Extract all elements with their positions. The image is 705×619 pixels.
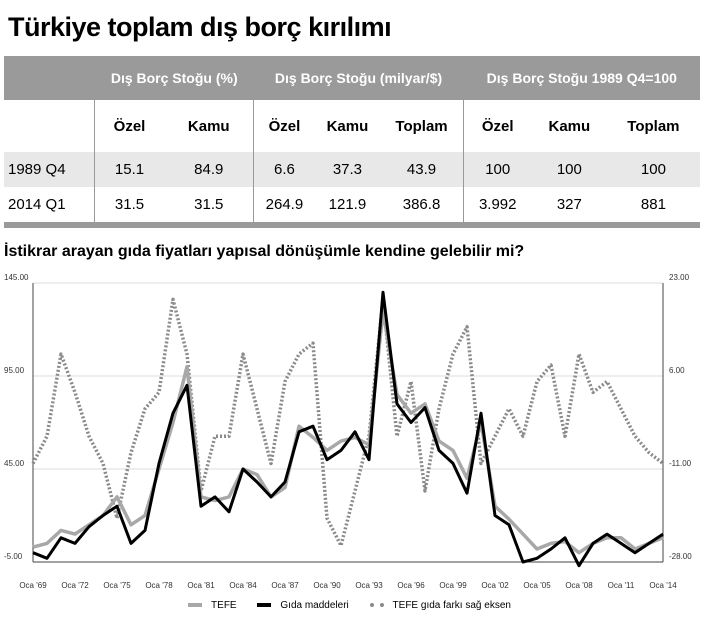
- cell: 15.1: [94, 152, 165, 187]
- x-tick-label: Oca '99: [439, 581, 467, 590]
- x-tick-label: Oca '72: [61, 581, 89, 590]
- cell: 100: [462, 152, 532, 187]
- cell: 3.992: [462, 187, 532, 222]
- cell: 6.6: [253, 152, 315, 187]
- cell: 100: [606, 152, 700, 187]
- table-row: 1989 Q4 15.1 84.9 6.6 37.3 43.9 100 100 …: [4, 152, 700, 187]
- x-tick-label: Oca '05: [523, 581, 551, 590]
- legend-item: TEFE: [188, 600, 243, 611]
- group-header: Dış Borç Stoğu 1989 Q4=100: [462, 56, 700, 100]
- row-label: 1989 Q4: [4, 152, 95, 187]
- cell: 100: [531, 152, 607, 187]
- subheader: Özel: [94, 100, 165, 152]
- subheader: Toplam: [627, 117, 680, 135]
- table-row: 2014 Q1 31.5 31.5 264.9 121.9 386.8 3.99…: [4, 187, 700, 222]
- group-header: Dış Borç Stoğu (%): [93, 56, 254, 100]
- legend-item: Gıda maddeleri: [257, 600, 354, 611]
- y-tick-label-left: 45.00: [4, 459, 25, 468]
- cell: 31.5: [194, 196, 224, 213]
- x-tick-label: Oca '90: [313, 581, 341, 590]
- x-tick-label: Oca '84: [229, 581, 257, 590]
- subheader: Kamu: [187, 117, 230, 135]
- x-tick-label: Oca '11: [608, 581, 635, 590]
- subheader: Özel: [462, 100, 532, 152]
- x-tick-label: Oca '02: [481, 581, 509, 590]
- subheader: Kamu: [548, 117, 591, 135]
- group-header: Dış Borç Stoğu (milyar/$): [253, 56, 464, 100]
- y-tick-label-left: -5.00: [4, 552, 23, 561]
- y-tick-label-right: 6.00: [669, 366, 685, 375]
- cell: 31.5: [94, 187, 165, 222]
- x-tick-label: Oca '75: [103, 581, 131, 590]
- debt-table: Dış Borç Stoğu (%) Dış Borç Stoğu (milya…: [4, 56, 700, 228]
- y-tick-label-right: 23.00: [669, 273, 690, 282]
- x-tick-label: Oca '93: [355, 581, 383, 590]
- x-tick-label: Oca '69: [19, 581, 47, 590]
- cell: 881: [640, 196, 666, 213]
- subheader: Özel: [253, 100, 315, 152]
- x-tick-label: Oca '81: [187, 581, 215, 590]
- subheader: Kamu: [326, 117, 369, 135]
- line-chart: 145.00 23.00 95.00 6.00 45.00 -11.00 -5.00 -28.…: [4, 273, 692, 590]
- cell: 37.3: [314, 152, 381, 187]
- cell: 43.9: [380, 152, 464, 187]
- x-tick-label: Oca '08: [565, 581, 593, 590]
- x-tick-label: Oca '87: [271, 581, 299, 590]
- row-label: 2014 Q1: [8, 196, 66, 213]
- subheader: Toplam: [395, 117, 448, 135]
- series-line-1: [32, 290, 664, 568]
- series-line-2: [31, 297, 665, 548]
- cell: 84.9: [164, 152, 254, 187]
- legend-item: TEFE gıda farkı sağ eksen: [369, 600, 517, 611]
- cell: 386.8: [402, 196, 441, 213]
- y-tick-label-right: -28.00: [669, 552, 692, 561]
- x-tick-label: Oca '96: [397, 581, 425, 590]
- cell: 121.9: [328, 196, 367, 213]
- y-tick-label-left: 145.00: [4, 273, 29, 282]
- y-tick-label-left: 95.00: [4, 366, 25, 375]
- x-tick-label: Oca '78: [145, 581, 173, 590]
- page-title: Türkiye toplam dış borç kırılımı: [8, 12, 392, 42]
- cell: 264.9: [253, 187, 315, 222]
- x-tick-label: Oca '14: [649, 581, 677, 590]
- y-tick-label-right: -11.00: [669, 459, 692, 468]
- chart-title: İstikrar arayan gıda fiyatları yapısal d…: [4, 243, 525, 260]
- legend: TEFE Gıda maddeleri TEFE gıda farkı sağ …: [0, 600, 705, 611]
- cell: 327: [556, 196, 582, 213]
